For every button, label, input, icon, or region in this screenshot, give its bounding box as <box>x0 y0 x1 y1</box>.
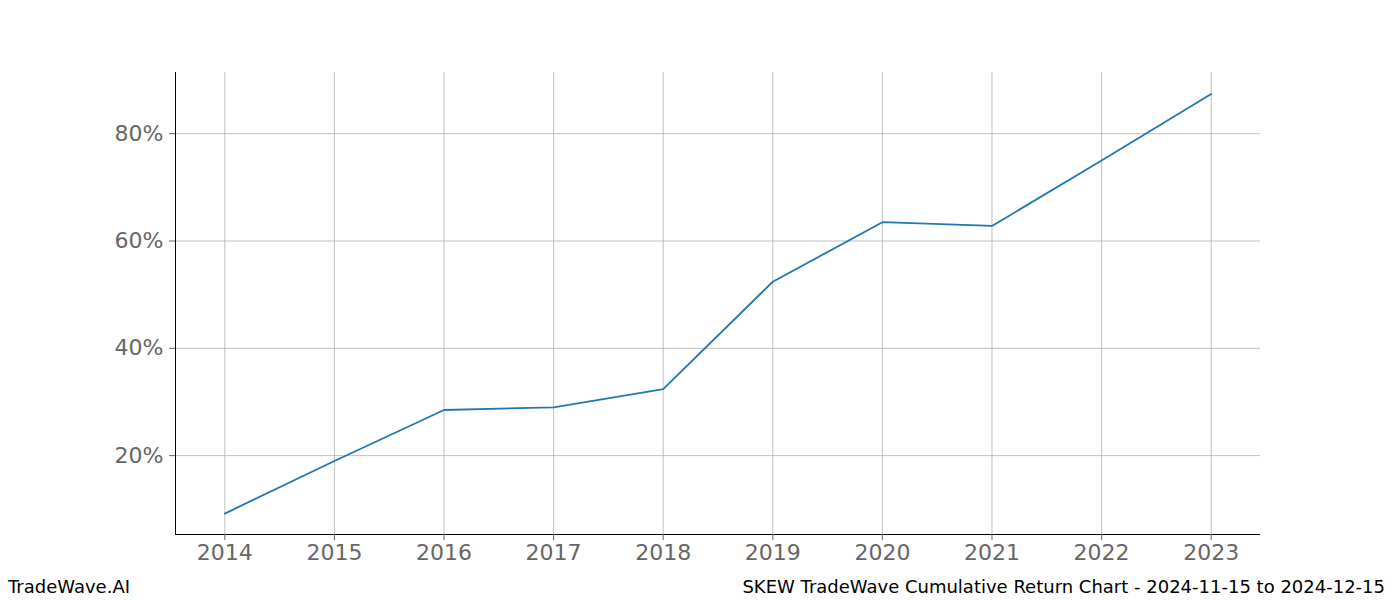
svg-text:2020: 2020 <box>854 540 910 565</box>
svg-text:2018: 2018 <box>635 540 691 565</box>
svg-text:2021: 2021 <box>964 540 1020 565</box>
svg-text:40%: 40% <box>115 335 164 360</box>
svg-text:2015: 2015 <box>306 540 362 565</box>
svg-text:2016: 2016 <box>416 540 472 565</box>
html-text:TradeWave.AI: TradeWave.AI <box>8 576 130 597</box>
html-text:SKEW TradeWave Cumulative Retu: SKEW TradeWave Cumulative Return Chart -… <box>742 576 1385 597</box>
svg-text:2019: 2019 <box>745 540 801 565</box>
svg-text:2017: 2017 <box>526 540 582 565</box>
svg-text:80%: 80% <box>115 121 164 146</box>
svg-text:20%: 20% <box>115 443 164 468</box>
svg-text:2014: 2014 <box>197 540 253 565</box>
svg-text:2023: 2023 <box>1183 540 1239 565</box>
svg-text:2022: 2022 <box>1074 540 1130 565</box>
svg-text:60%: 60% <box>115 228 164 253</box>
